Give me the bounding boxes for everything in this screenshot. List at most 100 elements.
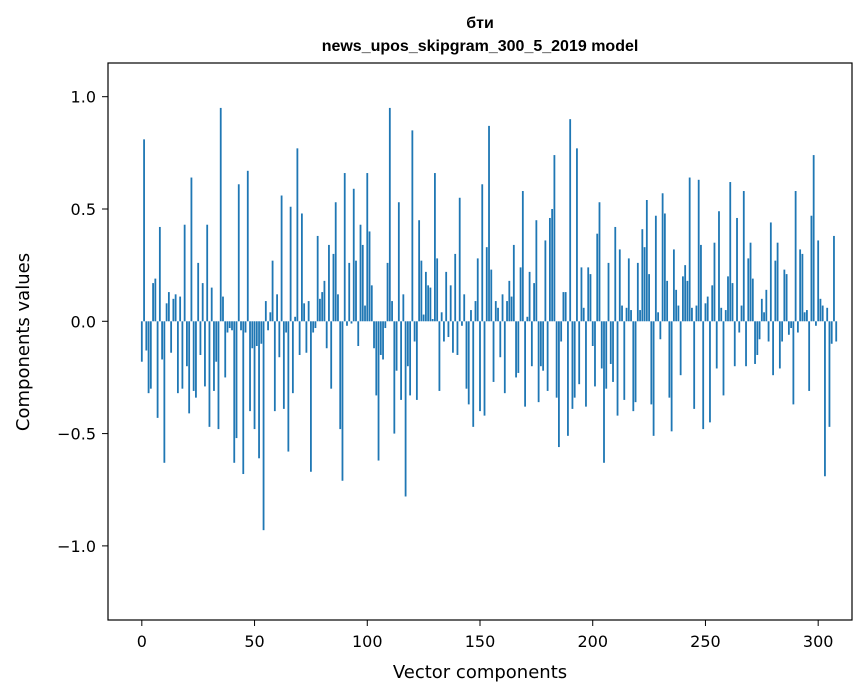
bar-143	[463, 294, 466, 322]
bar-40	[231, 321, 233, 331]
y-tick-label-0: −1.0	[57, 537, 96, 556]
bar-88	[339, 321, 342, 430]
bar-96	[357, 321, 360, 346]
bar-113	[395, 321, 398, 371]
bar-115	[400, 321, 402, 400]
bar-125	[422, 314, 425, 322]
bar-284	[781, 321, 784, 342]
bar-133	[440, 312, 443, 322]
bar-102	[370, 285, 373, 322]
chart-subtitle: news_upos_skipgram_300_5_2019 model	[322, 38, 639, 55]
bar-170	[524, 321, 526, 407]
bar-223	[643, 247, 646, 322]
bar-118	[406, 321, 409, 367]
x-ticks-layer: 0 50 100 150 200 250 300	[137, 620, 833, 651]
bar-114	[397, 202, 400, 322]
bar-59	[273, 321, 276, 412]
bar-164	[510, 296, 513, 322]
bar-298	[812, 155, 815, 322]
bar-46	[244, 321, 247, 333]
bar-80	[321, 292, 324, 322]
bar-285	[783, 269, 786, 322]
bar-240	[682, 276, 684, 322]
bar-213	[621, 305, 623, 322]
y-tick-label-2: 0.0	[71, 312, 96, 331]
bar-103	[373, 321, 375, 349]
bar-78	[316, 235, 319, 322]
bar-271	[751, 278, 754, 322]
bar-247	[697, 179, 700, 322]
bar-154	[488, 125, 490, 322]
bar-106	[379, 321, 382, 355]
bar-163	[508, 280, 511, 322]
x-tick-label-150: 150	[465, 632, 496, 651]
bar-53	[260, 321, 263, 344]
bar-82	[325, 321, 328, 349]
bar-157	[494, 301, 497, 322]
bar-75	[310, 321, 312, 472]
bar-206	[605, 321, 608, 389]
bar-307	[833, 235, 835, 322]
bar-108	[384, 321, 387, 329]
bar-236	[672, 249, 675, 322]
bar-79	[319, 298, 321, 322]
bar-139	[454, 253, 457, 322]
bar-288	[790, 321, 793, 329]
bar-13	[170, 321, 173, 353]
bar-172	[528, 271, 531, 322]
bar-77	[314, 321, 317, 329]
bar-221	[639, 310, 641, 322]
bar-150	[479, 321, 481, 412]
bar-148	[474, 301, 477, 322]
bar-97	[359, 224, 362, 322]
bar-99	[364, 305, 366, 322]
bar-227	[652, 321, 655, 436]
bar-244	[691, 307, 693, 322]
bar-173	[530, 321, 533, 367]
bar-219	[634, 321, 637, 403]
bar-105	[377, 321, 380, 461]
bar-208	[609, 321, 612, 364]
bar-293	[801, 253, 804, 322]
bar-233	[666, 280, 669, 322]
bar-169	[521, 191, 524, 322]
bar-58	[271, 260, 274, 322]
bar-142	[461, 321, 463, 326]
bar-64	[285, 321, 288, 333]
bar-44	[240, 321, 242, 331]
bar-301	[819, 298, 822, 322]
x-tick-label-200: 200	[577, 632, 608, 651]
bar-286	[785, 274, 788, 322]
bar-295	[806, 310, 808, 322]
bar-229	[657, 312, 660, 322]
bar-47	[246, 170, 249, 322]
bar-122	[415, 321, 418, 400]
bar-196	[582, 307, 585, 322]
x-axis-label: Vector components	[393, 662, 567, 683]
bar-171	[526, 316, 529, 322]
bar-91	[346, 321, 348, 326]
bar-95	[355, 260, 357, 322]
bar-48	[249, 321, 251, 412]
bar-290	[794, 191, 797, 322]
bars-layer	[140, 107, 838, 531]
bar-246	[695, 305, 698, 322]
bar-21	[188, 321, 191, 414]
bar-87	[337, 294, 339, 322]
bar-294	[803, 312, 806, 322]
bar-274	[758, 321, 761, 340]
bar-214	[623, 321, 626, 400]
bar-65	[287, 321, 290, 452]
bar-273	[756, 321, 759, 355]
bar-245	[693, 321, 696, 409]
bar-255	[715, 321, 718, 369]
bar-232	[663, 213, 666, 322]
bar-9	[161, 321, 164, 360]
bar-178	[542, 321, 545, 371]
bar-30	[208, 321, 211, 427]
bar-71	[300, 213, 303, 322]
bar-38	[226, 321, 229, 333]
y-tick-label-1: −0.5	[57, 425, 96, 444]
bar-191	[571, 321, 574, 409]
